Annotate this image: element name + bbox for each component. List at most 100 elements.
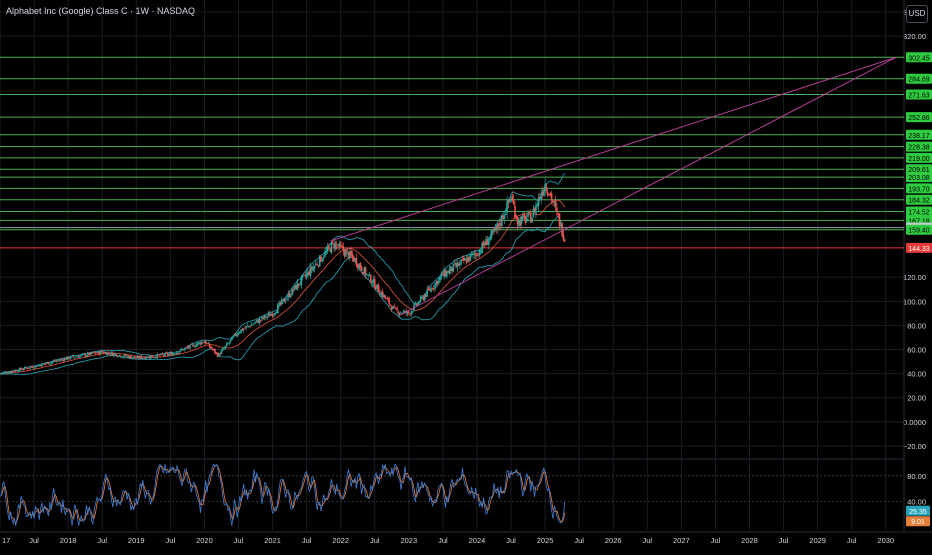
level-label: 252.86 (908, 115, 930, 122)
candle-body (389, 304, 392, 306)
price-axis-tick: 0.0000 (903, 418, 926, 427)
candle-body (104, 352, 106, 353)
candle-body (279, 301, 282, 305)
candle-body (227, 343, 229, 345)
candle-body (456, 262, 459, 268)
candle-body (561, 223, 563, 236)
candle-body (295, 284, 297, 290)
candle-body (539, 197, 541, 199)
candle-body (290, 295, 292, 297)
candle-body (311, 266, 313, 270)
candle-body (494, 227, 497, 230)
candle-body (504, 213, 507, 215)
candle-body (220, 350, 223, 355)
candle-body (303, 274, 305, 276)
candle-body (47, 361, 50, 365)
candle-body (485, 238, 487, 246)
candle-body (439, 276, 442, 280)
candle-body (435, 281, 438, 285)
candle-body (42, 363, 45, 365)
candle-body (0, 373, 1, 375)
candle-body (560, 223, 562, 226)
candle-body (231, 336, 233, 341)
candle-body (284, 300, 287, 302)
currency-button[interactable]: USD (906, 5, 928, 23)
candle-body (51, 361, 54, 363)
candle-body (442, 273, 444, 276)
candle-body (292, 289, 295, 291)
candle-body (144, 356, 147, 359)
candle-body (241, 328, 244, 331)
time-axis-label: Jul (29, 536, 39, 545)
candle-body (563, 239, 566, 242)
candle-body (254, 321, 257, 323)
trend-line-upper (330, 56, 897, 242)
candle-body (265, 316, 267, 318)
candle-body (123, 354, 126, 357)
candle-body (221, 348, 224, 351)
candle-body (169, 353, 172, 354)
candle-body (473, 253, 476, 255)
candle-body (283, 298, 286, 302)
candle-body (529, 213, 532, 223)
time-axis-label: 2026 (605, 536, 622, 545)
candle-body (358, 264, 360, 269)
candle-body (411, 311, 414, 313)
price-axis-tick: 100.00 (903, 297, 926, 306)
candle-body (404, 310, 406, 313)
candle-body (138, 356, 140, 359)
candle-body (18, 368, 21, 372)
candle-body (206, 343, 208, 344)
candle-body (392, 305, 394, 309)
bollinger-lower (0, 215, 566, 376)
candle-body (552, 200, 554, 203)
candle-body (111, 352, 114, 356)
candle-body (408, 311, 410, 314)
candle-body (518, 219, 520, 226)
price-axis-tick: 80.00 (907, 321, 926, 330)
candle-body (333, 243, 335, 248)
time-axis-label: 2030 (877, 536, 894, 545)
candle-body (448, 269, 451, 274)
candle-body (92, 352, 94, 354)
candle-body (12, 371, 14, 372)
candle-body (194, 346, 197, 348)
candle-body (546, 192, 549, 196)
level-label: 203.08 (908, 175, 930, 182)
candle-body (477, 255, 480, 257)
candle-body (370, 275, 372, 284)
candle-body (225, 343, 228, 347)
candle-body (329, 248, 332, 252)
candle-body (263, 315, 266, 319)
candle-body (375, 287, 377, 290)
candle-body (337, 246, 339, 248)
candle-body (463, 257, 465, 262)
candle-body (512, 199, 515, 205)
candle-body (90, 352, 93, 354)
candle-body (288, 292, 291, 298)
candle-body (443, 269, 446, 277)
candle-body (185, 347, 187, 349)
candle-body (390, 306, 393, 310)
candle-body (351, 253, 354, 258)
candle-body (233, 333, 236, 336)
candle-body (537, 197, 540, 206)
level-tag-resistance (906, 172, 932, 183)
candle-body (557, 213, 559, 216)
candle-body (238, 332, 241, 334)
candle-body (3, 372, 5, 374)
candle-body (274, 313, 276, 315)
candle-body (406, 311, 409, 314)
time-axis-label: Jul (847, 536, 857, 545)
candle-body (5, 372, 8, 374)
candle-body (136, 356, 139, 358)
time-axis-label: 2028 (741, 536, 758, 545)
candle-body (232, 336, 235, 338)
candle-body (451, 267, 453, 272)
candle-body (75, 356, 77, 358)
stoch-k-line (0, 463, 566, 526)
time-axis-label: Jul (97, 536, 107, 545)
candle-body (86, 352, 89, 356)
